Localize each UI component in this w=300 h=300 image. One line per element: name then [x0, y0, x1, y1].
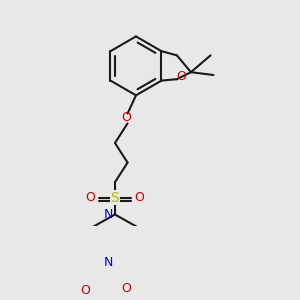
Text: N: N [103, 208, 112, 221]
Text: O: O [85, 191, 95, 204]
Text: N: N [103, 256, 112, 268]
Text: S: S [111, 191, 119, 205]
Text: O: O [81, 284, 90, 297]
Text: O: O [121, 111, 131, 124]
Text: O: O [176, 70, 186, 83]
Text: O: O [135, 191, 145, 204]
Text: O: O [121, 282, 131, 295]
